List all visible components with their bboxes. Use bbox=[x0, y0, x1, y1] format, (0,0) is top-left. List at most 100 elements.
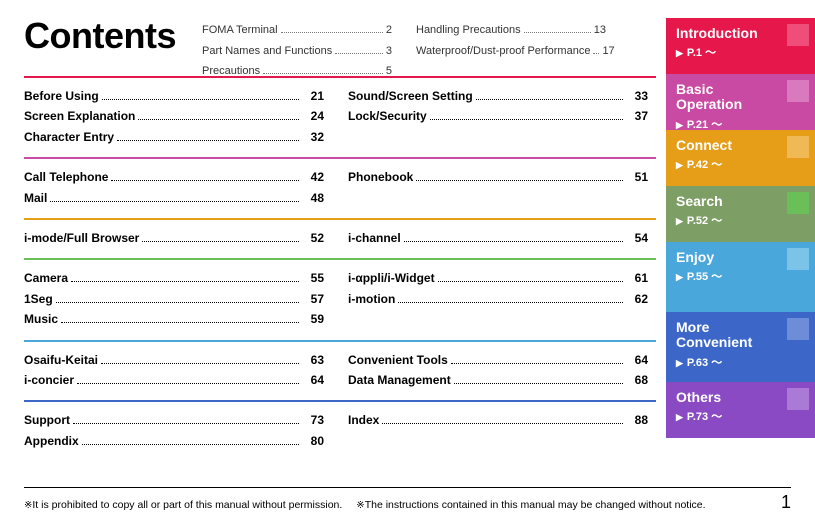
leader-dots bbox=[56, 302, 299, 303]
toc-page: 80 bbox=[302, 431, 324, 451]
toc-entry: Before Using21 bbox=[24, 86, 324, 106]
chapter-tab[interactable]: Search▶P.52 ～ bbox=[666, 186, 815, 242]
intro-entry: Waterproof/Dust-proof Performance17 bbox=[416, 43, 606, 60]
intro-page: 17 bbox=[602, 43, 614, 60]
leader-dots bbox=[404, 241, 623, 242]
leader-dots bbox=[524, 32, 591, 33]
chapter-tab[interactable]: MoreConvenient▶P.63 ～ bbox=[666, 312, 815, 382]
chapter-tab[interactable]: Others▶P.73 ～ bbox=[666, 382, 815, 438]
toc-section: Camera551Seg57Music59i-αppli/i-Widget61i… bbox=[24, 258, 656, 339]
toc-label: Mail bbox=[24, 188, 47, 208]
toc-col-right: i-αppli/i-Widget 61 i-motion 62 bbox=[348, 268, 648, 329]
toc-page: 33 bbox=[626, 86, 648, 106]
toc-col-right: Index88 bbox=[348, 410, 648, 451]
intro-entry: FOMA Terminal 2 bbox=[202, 22, 392, 39]
intro-columns: FOMA Terminal2Part Names and Functions3P… bbox=[202, 18, 606, 84]
toc-entry: Sound/Screen Setting33 bbox=[348, 86, 648, 106]
toc-entry: Support73 bbox=[24, 410, 324, 430]
leader-dots bbox=[73, 423, 299, 424]
toc-label: Before Using bbox=[24, 86, 99, 106]
leader-dots bbox=[142, 241, 299, 242]
leader-dots bbox=[117, 140, 299, 141]
page-title: Contents bbox=[24, 18, 176, 54]
toc-entry: Screen Explanation24 bbox=[24, 106, 324, 126]
toc-label: i-motion bbox=[348, 289, 395, 309]
toc-page: 64 bbox=[302, 370, 324, 390]
toc-label: i-mode/Full Browser bbox=[24, 228, 139, 248]
toc-col-right: Convenient Tools64Data Management68 bbox=[348, 350, 648, 391]
toc-page: 51 bbox=[626, 167, 648, 187]
intro-page: 2 bbox=[386, 22, 392, 39]
leader-dots bbox=[77, 383, 299, 384]
toc-page: 24 bbox=[302, 106, 324, 126]
toc-col-left: Before Using21Screen Explanation24Charac… bbox=[24, 86, 324, 147]
intro-page: 13 bbox=[594, 22, 606, 39]
toc-col-left: i-mode/Full Browser52 bbox=[24, 228, 324, 248]
toc-label: Character Entry bbox=[24, 127, 114, 147]
toc-section: i-mode/Full Browser52 i-channel54 bbox=[24, 218, 656, 258]
tab-subtitle: ▶P.63 ～ bbox=[676, 354, 815, 370]
toc-col-left: Call Telephone 42 Mail 48 bbox=[24, 167, 324, 208]
intro-col-right: Handling Precautions 13 Waterproof/Dust-pr… bbox=[416, 22, 606, 84]
toc-label: i-αppli/i-Widget bbox=[348, 268, 435, 288]
toc-page: 48 bbox=[302, 188, 324, 208]
toc-section: Before Using21Screen Explanation24Charac… bbox=[24, 76, 656, 157]
chapter-tab[interactable]: Enjoy▶P.55 ～ bbox=[666, 242, 815, 312]
toc-col-left: Osaifu-Keitai63i-concier64 bbox=[24, 350, 324, 391]
intro-label: Handling Precautions bbox=[416, 22, 521, 39]
toc-page: 61 bbox=[626, 268, 648, 288]
contents-page: Contents FOMA Terminal2Part Names and Fu… bbox=[0, 0, 815, 523]
toc-label: Phonebook bbox=[348, 167, 413, 187]
toc-label: Lock/Security bbox=[348, 106, 427, 126]
tab-subtitle: ▶P.52 ～ bbox=[676, 212, 815, 228]
toc-col-right: i-channel54 bbox=[348, 228, 648, 248]
leader-dots bbox=[281, 32, 383, 33]
triangle-icon: ▶ bbox=[676, 120, 683, 130]
leader-dots bbox=[593, 53, 599, 54]
leader-dots bbox=[101, 363, 299, 364]
leader-dots bbox=[438, 281, 623, 282]
toc-page: 59 bbox=[302, 309, 324, 329]
chapter-tab[interactable]: Introduction▶P.1 ～ bbox=[666, 18, 815, 74]
intro-entry: Handling Precautions 13 bbox=[416, 22, 606, 39]
chapter-tabs: Introduction▶P.1 ～BasicOperation▶P.21 ～C… bbox=[666, 18, 815, 438]
tab-chip-icon bbox=[787, 318, 809, 340]
toc-label: i-concier bbox=[24, 370, 74, 390]
toc-col-right: Phonebook 51 bbox=[348, 167, 648, 208]
toc-col-right: Sound/Screen Setting33Lock/Security37 bbox=[348, 86, 648, 147]
toc-label: Index bbox=[348, 410, 379, 430]
toc-entry: 1Seg57 bbox=[24, 289, 324, 309]
toc-page: 54 bbox=[626, 228, 648, 248]
toc-entry: Character Entry32 bbox=[24, 127, 324, 147]
leader-dots bbox=[454, 383, 623, 384]
toc-entry: Lock/Security37 bbox=[348, 106, 648, 126]
chapter-tab[interactable]: BasicOperation▶P.21 ～ bbox=[666, 74, 815, 130]
toc-label: Call Telephone bbox=[24, 167, 108, 187]
leader-dots bbox=[111, 180, 299, 181]
leader-dots bbox=[71, 281, 299, 282]
tab-chip-icon bbox=[787, 24, 809, 46]
intro-label: FOMA Terminal bbox=[202, 22, 278, 39]
toc-entry: Music59 bbox=[24, 309, 324, 329]
triangle-icon: ▶ bbox=[676, 272, 683, 282]
toc-entry: Mail 48 bbox=[24, 188, 324, 208]
tab-subtitle: ▶P.42 ～ bbox=[676, 156, 815, 172]
chapter-tab[interactable]: Connect▶P.42 ～ bbox=[666, 130, 815, 186]
triangle-icon: ▶ bbox=[676, 160, 683, 170]
toc-page: 62 bbox=[626, 289, 648, 309]
tab-subtitle: ▶P.73 ～ bbox=[676, 408, 815, 424]
toc-entry: i-motion 62 bbox=[348, 289, 648, 309]
leader-dots bbox=[398, 302, 623, 303]
footnote-b: ※The instructions contained in this manu… bbox=[356, 499, 705, 511]
leader-dots bbox=[50, 201, 299, 202]
toc-label: Support bbox=[24, 410, 70, 430]
leader-dots bbox=[335, 53, 383, 54]
triangle-icon: ▶ bbox=[676, 412, 683, 422]
asterisk-icon: ※ bbox=[356, 500, 364, 511]
toc-entry: Phonebook 51 bbox=[348, 167, 648, 187]
triangle-icon: ▶ bbox=[676, 358, 683, 368]
toc-page: 42 bbox=[302, 167, 324, 187]
toc-page: 57 bbox=[302, 289, 324, 309]
toc-entry: i-αppli/i-Widget 61 bbox=[348, 268, 648, 288]
leader-dots bbox=[138, 119, 299, 120]
